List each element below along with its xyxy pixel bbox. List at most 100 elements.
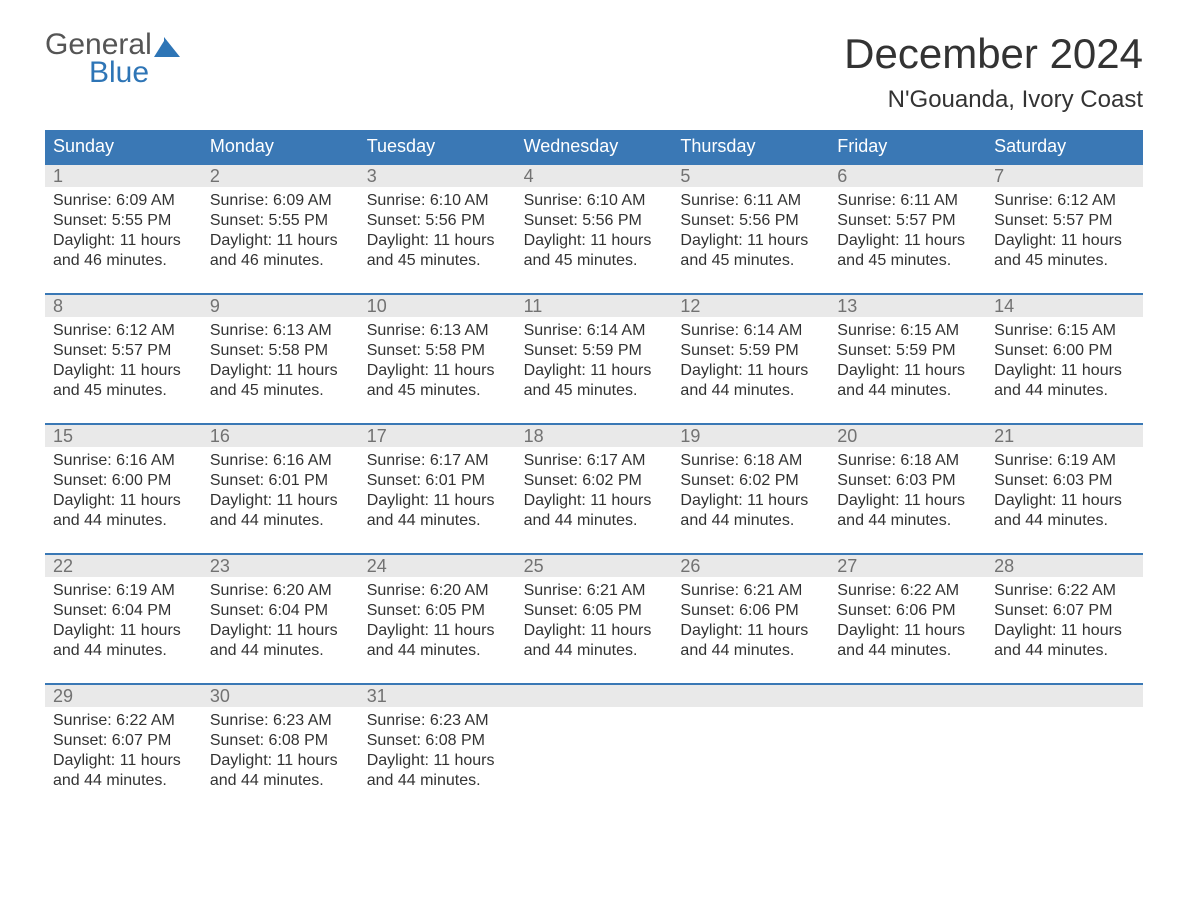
day-number: 30 (202, 685, 359, 707)
sunrise-line: Sunrise: 6:22 AM (53, 711, 194, 731)
sunrise-line: Sunrise: 6:13 AM (367, 321, 508, 341)
sunset-line: Sunset: 5:57 PM (994, 211, 1135, 231)
daylight-line-2: and 44 minutes. (837, 381, 978, 401)
sunset-line: Sunset: 5:59 PM (837, 341, 978, 361)
sunset-line: Sunset: 6:05 PM (524, 601, 665, 621)
daylight-line-1: Daylight: 11 hours (210, 231, 351, 251)
calendar-week: 29 Sunrise: 6:22 AMSunset: 6:07 PM Dayligh… (45, 683, 1143, 801)
calendar-day: 17Sunrise: 6:17 AMSunset: 6:01 PMDayligh… (359, 425, 516, 541)
day-header-sunday: Sunday (45, 130, 202, 163)
calendar-day: 21Sunrise: 6:19 AMSunset: 6:03 PMDayligh… (986, 425, 1143, 541)
sunset-line: Sunset: 5:59 PM (680, 341, 821, 361)
daylight-line-2: and 44 minutes. (680, 511, 821, 531)
daylight-line-2: and 44 minutes. (210, 511, 351, 531)
calendar-week: 1Sunrise: 6:09 AMSunset: 5:55 PMDaylight… (45, 163, 1143, 281)
day-number: 14 (986, 295, 1143, 317)
sunset-line: Sunset: 5:56 PM (524, 211, 665, 231)
calendar-day: 13Sunrise: 6:15 AMSunset: 5:59 PMDayligh… (829, 295, 986, 411)
calendar-day: 31Sunrise: 6:23 AMSunset: 6:08 PMDayligh… (359, 685, 516, 801)
sunrise-line: Sunrise: 6:12 AM (994, 191, 1135, 211)
day-header-thursday: Thursday (672, 130, 829, 163)
day-number: 31 (359, 685, 516, 707)
sunset-line: Sunset: 5:57 PM (53, 341, 194, 361)
calendar-day: 12Sunrise: 6:14 AMSunset: 5:59 PMDayligh… (672, 295, 829, 411)
sunset-line: Sunset: 6:01 PM (210, 471, 351, 491)
sunrise-line: Sunrise: 6:18 AM (837, 451, 978, 471)
sunset-line: Sunset: 6:07 PM (53, 731, 194, 751)
daylight-line-2: and 44 minutes. (367, 511, 508, 531)
sunrise-line: Sunrise: 6:23 AM (210, 711, 351, 731)
sunset-line: Sunset: 6:03 PM (837, 471, 978, 491)
daylight-line-2: and 44 minutes. (680, 381, 821, 401)
daylight-line-1: Daylight: 11 hours (367, 621, 508, 641)
day-number (829, 685, 986, 707)
day-number: 29 (45, 685, 202, 707)
daylight-line-1: Daylight: 11 hours (680, 361, 821, 381)
daylight-line-1: Daylight: 11 hours (837, 491, 978, 511)
sunrise-line: Sunrise: 6:16 AM (53, 451, 194, 471)
calendar-day: 6Sunrise: 6:11 AMSunset: 5:57 PMDaylight… (829, 165, 986, 281)
calendar-day: 15Sunrise: 6:16 AMSunset: 6:00 PMDayligh… (45, 425, 202, 541)
calendar-day: 9Sunrise: 6:13 AMSunset: 5:58 PMDaylight… (202, 295, 359, 411)
sunset-line: Sunset: 6:04 PM (53, 601, 194, 621)
sunrise-line: Sunrise: 6:18 AM (680, 451, 821, 471)
day-number: 5 (672, 165, 829, 187)
sunrise-line: Sunrise: 6:11 AM (837, 191, 978, 211)
sunrise-line: Sunrise: 6:15 AM (994, 321, 1135, 341)
calendar-week: 15Sunrise: 6:16 AMSunset: 6:00 PMDayligh… (45, 423, 1143, 541)
daylight-line-1: Daylight: 11 hours (680, 621, 821, 641)
calendar-day: 10Sunrise: 6:13 AMSunset: 5:58 PMDayligh… (359, 295, 516, 411)
calendar-day: 19Sunrise: 6:18 AMSunset: 6:02 PMDayligh… (672, 425, 829, 541)
sunrise-line: Sunrise: 6:17 AM (367, 451, 508, 471)
sunrise-line: Sunrise: 6:20 AM (367, 581, 508, 601)
sunset-line: Sunset: 6:08 PM (210, 731, 351, 751)
daylight-line-1: Daylight: 11 hours (367, 491, 508, 511)
logo-mark-icon (154, 35, 180, 57)
weeks-container: 1Sunrise: 6:09 AMSunset: 5:55 PMDaylight… (45, 163, 1143, 801)
daylight-line-1: Daylight: 11 hours (53, 361, 194, 381)
daylight-line-2: and 45 minutes. (367, 381, 508, 401)
calendar-day (672, 685, 829, 801)
daylight-line-2: and 44 minutes. (837, 511, 978, 531)
calendar-day: 3Sunrise: 6:10 AMSunset: 5:56 PMDaylight… (359, 165, 516, 281)
daylight-line-1: Daylight: 11 hours (367, 231, 508, 251)
daylight-line-2: and 44 minutes. (53, 641, 194, 661)
day-number: 18 (516, 425, 673, 447)
daylight-line-2: and 45 minutes. (680, 251, 821, 271)
day-number: 27 (829, 555, 986, 577)
daylight-line-1: Daylight: 11 hours (53, 491, 194, 511)
daylight-line-1: Daylight: 11 hours (837, 361, 978, 381)
day-number: 20 (829, 425, 986, 447)
sunset-line: Sunset: 5:58 PM (367, 341, 508, 361)
sunset-line: Sunset: 6:01 PM (367, 471, 508, 491)
calendar-day: 25Sunrise: 6:21 AMSunset: 6:05 PMDayligh… (516, 555, 673, 671)
day-header-saturday: Saturday (986, 130, 1143, 163)
sunrise-line: Sunrise: 6:09 AM (210, 191, 351, 211)
calendar-day: 14Sunrise: 6:15 AMSunset: 6:00 PMDayligh… (986, 295, 1143, 411)
day-header-monday: Monday (202, 130, 359, 163)
calendar-day: 11Sunrise: 6:14 AMSunset: 5:59 PMDayligh… (516, 295, 673, 411)
sunrise-line: Sunrise: 6:23 AM (367, 711, 508, 731)
daylight-line-1: Daylight: 11 hours (994, 491, 1135, 511)
calendar-day: 8Sunrise: 6:12 AMSunset: 5:57 PMDaylight… (45, 295, 202, 411)
sunset-line: Sunset: 5:59 PM (524, 341, 665, 361)
sunrise-line: Sunrise: 6:21 AM (680, 581, 821, 601)
calendar-day: 22Sunrise: 6:19 AMSunset: 6:04 PMDayligh… (45, 555, 202, 671)
calendar-day: 29Sunrise: 6:22 AMSunset: 6:07 PMDayligh… (45, 685, 202, 801)
calendar-day (986, 685, 1143, 801)
sunrise-line: Sunrise: 6:13 AM (210, 321, 351, 341)
daylight-line-1: Daylight: 11 hours (367, 751, 508, 771)
daylight-line-2: and 45 minutes. (210, 381, 351, 401)
daylight-line-2: and 45 minutes. (994, 251, 1135, 271)
calendar-day: 1Sunrise: 6:09 AMSunset: 5:55 PMDaylight… (45, 165, 202, 281)
sunset-line: Sunset: 6:04 PM (210, 601, 351, 621)
calendar-day (516, 685, 673, 801)
sunrise-line: Sunrise: 6:10 AM (524, 191, 665, 211)
day-number: 3 (359, 165, 516, 187)
daylight-line-2: and 46 minutes. (210, 251, 351, 271)
daylight-line-1: Daylight: 11 hours (837, 231, 978, 251)
daylight-line-2: and 44 minutes. (994, 511, 1135, 531)
calendar-week: 22Sunrise: 6:19 AMSunset: 6:04 PMDayligh… (45, 553, 1143, 671)
sunrise-line: Sunrise: 6:19 AM (53, 581, 194, 601)
daylight-line-2: and 44 minutes. (524, 511, 665, 531)
